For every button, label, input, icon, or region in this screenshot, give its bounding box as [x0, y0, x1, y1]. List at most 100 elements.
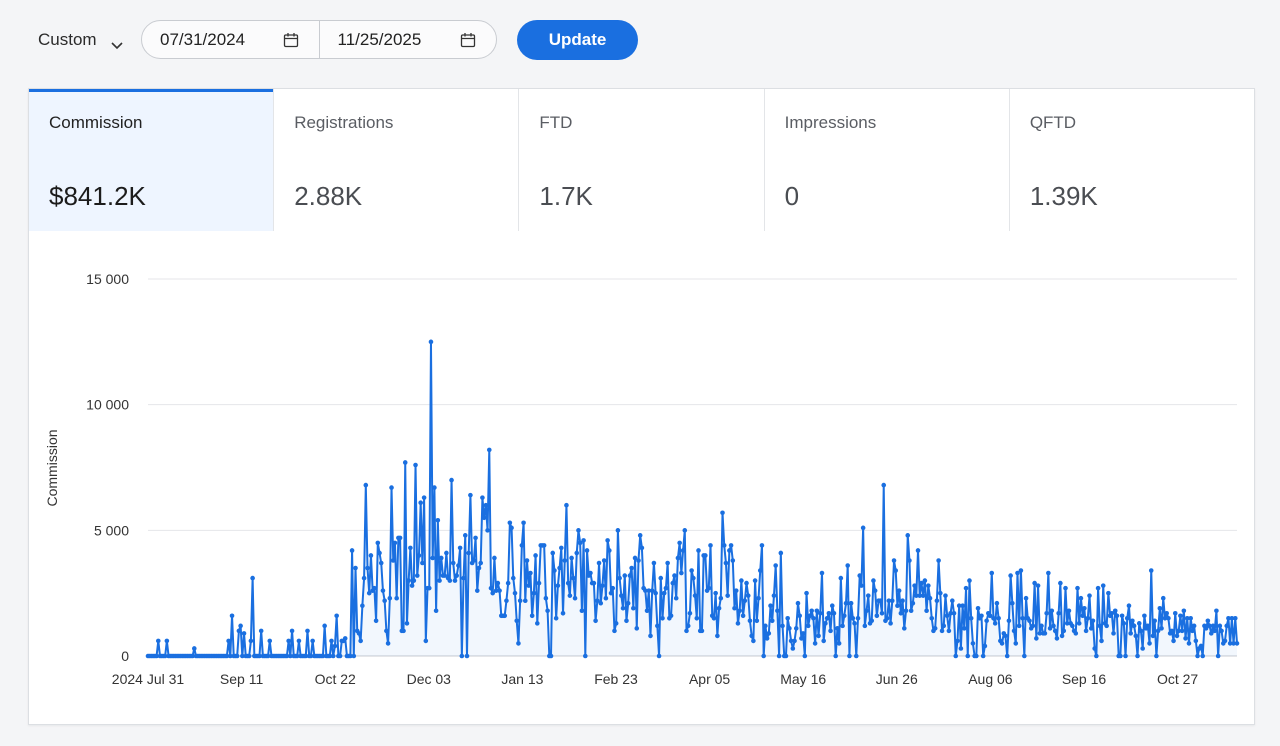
data-point[interactable] [603, 595, 609, 601]
data-point[interactable] [1190, 628, 1195, 634]
data-point[interactable] [754, 618, 760, 624]
data-point[interactable] [1179, 628, 1185, 634]
data-point[interactable] [716, 605, 722, 611]
data-point[interactable] [552, 568, 557, 573]
data-point[interactable] [305, 628, 310, 634]
data-point[interactable] [809, 608, 814, 614]
data-point[interactable] [471, 558, 477, 563]
data-point[interactable] [416, 553, 422, 558]
data-point[interactable] [288, 653, 293, 659]
data-point[interactable] [720, 510, 725, 516]
data-point[interactable] [631, 605, 636, 611]
data-point[interactable] [780, 623, 785, 629]
data-point[interactable] [1135, 653, 1140, 659]
data-point[interactable] [1164, 610, 1169, 616]
data-point[interactable] [408, 545, 413, 551]
data-point[interactable] [1195, 653, 1200, 659]
data-point[interactable] [708, 543, 713, 548]
data-point[interactable] [1018, 568, 1024, 573]
data-point[interactable] [1035, 583, 1041, 588]
data-point[interactable] [368, 553, 374, 558]
data-point[interactable] [747, 618, 753, 624]
data-point[interactable] [461, 575, 466, 581]
end-date-field[interactable]: 11/25/2025 [318, 21, 497, 58]
data-point[interactable] [452, 578, 458, 583]
data-point[interactable] [342, 636, 348, 641]
data-point[interactable] [840, 623, 845, 629]
data-point[interactable] [1200, 653, 1205, 659]
data-point[interactable] [1094, 653, 1099, 659]
data-point[interactable] [401, 628, 406, 634]
data-point[interactable] [960, 603, 965, 609]
data-point[interactable] [869, 618, 875, 624]
data-point[interactable] [938, 590, 943, 596]
data-point[interactable] [444, 550, 449, 556]
data-point[interactable] [670, 580, 676, 586]
data-point[interactable] [970, 641, 976, 646]
data-point[interactable] [661, 590, 667, 596]
data-point[interactable] [1030, 623, 1036, 629]
data-point[interactable] [1022, 653, 1027, 659]
data-point[interactable] [1162, 616, 1168, 621]
data-point[interactable] [1207, 623, 1212, 629]
data-point[interactable] [512, 590, 518, 596]
data-point[interactable] [886, 598, 892, 604]
data-point[interactable] [1169, 628, 1175, 634]
data-point[interactable] [991, 616, 996, 621]
data-point[interactable] [680, 548, 686, 553]
data-point[interactable] [1052, 628, 1058, 634]
data-point[interactable] [476, 565, 482, 571]
data-point[interactable] [462, 533, 468, 538]
data-point[interactable] [250, 575, 255, 581]
data-point[interactable] [691, 575, 696, 581]
data-point[interactable] [896, 588, 902, 593]
data-point[interactable] [965, 653, 971, 659]
data-point[interactable] [889, 598, 895, 604]
data-point[interactable] [793, 626, 799, 631]
data-point[interactable] [766, 631, 772, 636]
data-point[interactable] [192, 646, 197, 651]
data-point[interactable] [526, 583, 532, 588]
data-point[interactable] [953, 653, 959, 659]
data-point[interactable] [457, 545, 463, 551]
data-point[interactable] [390, 558, 396, 563]
data-point[interactable] [164, 638, 170, 644]
data-point[interactable] [413, 462, 418, 468]
data-point[interactable] [946, 628, 952, 634]
data-point[interactable] [1011, 628, 1017, 634]
data-point[interactable] [1042, 631, 1048, 636]
data-point[interactable] [1097, 623, 1103, 629]
data-point[interactable] [802, 653, 808, 659]
data-point[interactable] [377, 550, 382, 556]
data-point[interactable] [1191, 623, 1197, 629]
data-point[interactable] [824, 616, 830, 621]
data-point[interactable] [884, 616, 890, 621]
data-point[interactable] [435, 517, 441, 523]
data-point[interactable] [677, 540, 682, 546]
data-point[interactable] [799, 636, 804, 641]
data-point[interactable] [804, 590, 809, 596]
data-point[interactable] [1075, 585, 1080, 591]
data-point[interactable] [1138, 628, 1144, 634]
data-point[interactable] [663, 585, 669, 591]
data-point[interactable] [999, 641, 1005, 646]
data-point[interactable] [1088, 626, 1094, 631]
data-point[interactable] [224, 653, 230, 659]
data-point[interactable] [502, 613, 508, 619]
data-point[interactable] [763, 623, 768, 629]
data-point[interactable] [673, 595, 679, 601]
data-point[interactable] [817, 610, 823, 616]
data-point[interactable] [787, 626, 792, 631]
data-point[interactable] [771, 593, 777, 598]
calendar-icon[interactable] [460, 32, 476, 48]
data-point[interactable] [814, 608, 820, 614]
data-point[interactable] [598, 600, 604, 606]
data-point[interactable] [860, 525, 866, 531]
data-point[interactable] [236, 628, 242, 634]
data-point[interactable] [337, 653, 343, 659]
data-point[interactable] [1212, 628, 1218, 634]
data-point[interactable] [248, 638, 254, 644]
data-point[interactable] [1020, 616, 1025, 621]
data-point[interactable] [785, 616, 790, 621]
data-point[interactable] [240, 653, 245, 659]
